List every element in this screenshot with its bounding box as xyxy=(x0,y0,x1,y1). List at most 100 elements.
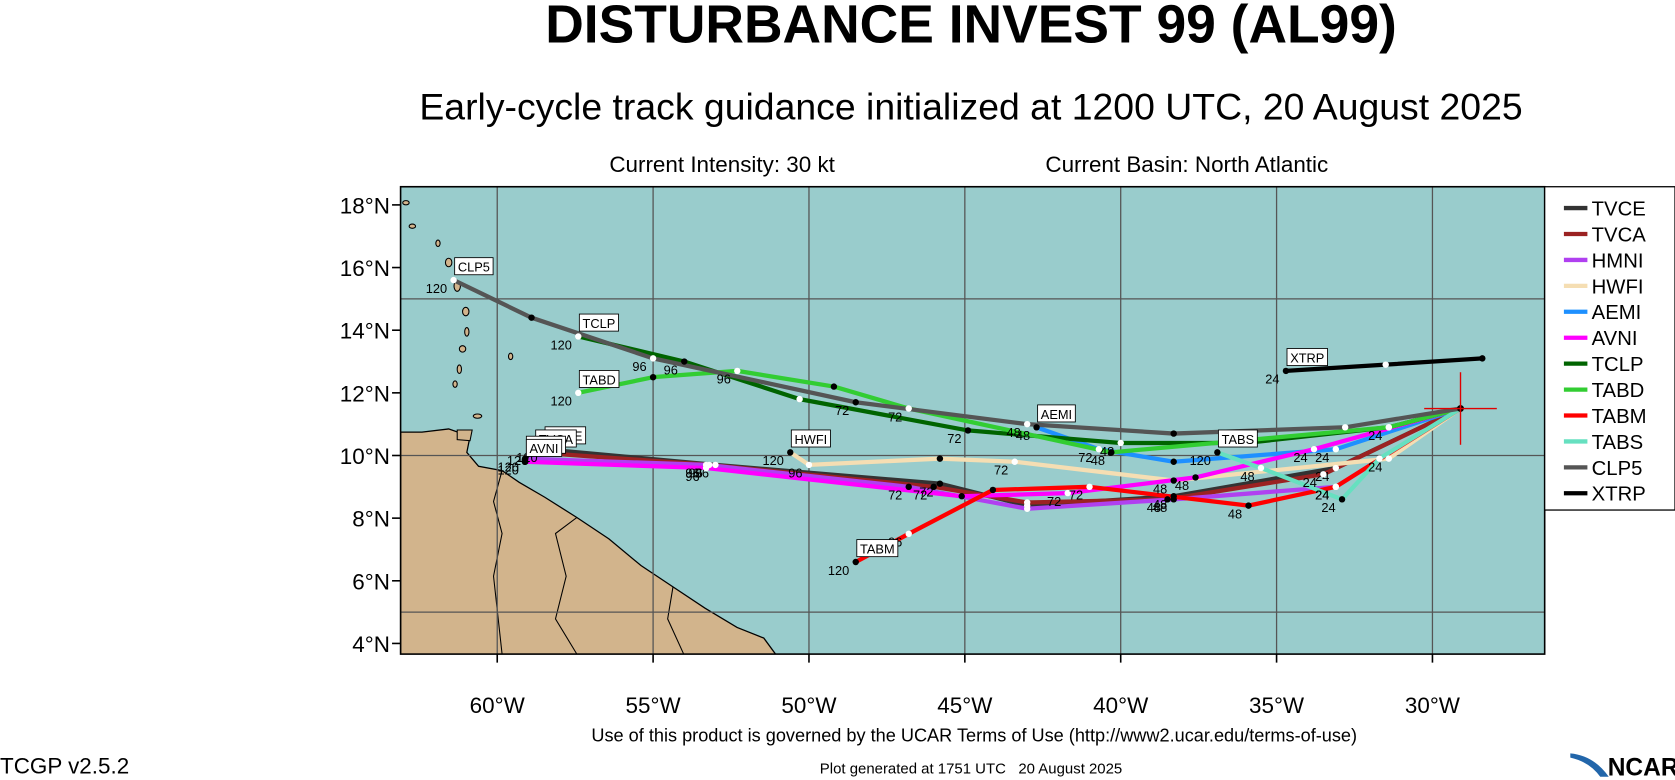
track xyxy=(452,278,1461,436)
x-tick-label: 50°W xyxy=(781,693,837,718)
forecast-hour: 120 xyxy=(551,394,572,409)
track-point xyxy=(1170,430,1177,437)
forecast-hour: 120 xyxy=(551,337,572,352)
forecast-hour: 96 xyxy=(664,362,678,377)
track-point xyxy=(1376,455,1383,462)
track-point xyxy=(1033,424,1040,431)
track-point xyxy=(1332,464,1340,472)
track-point xyxy=(1479,355,1486,362)
forecast-hour: 120 xyxy=(762,453,783,468)
track-point xyxy=(936,480,944,487)
forecast-hour: 96 xyxy=(689,466,703,481)
forecast-hour: 24 xyxy=(1293,450,1307,465)
forecast-hour: 96 xyxy=(717,372,731,387)
track-label: HWFI xyxy=(790,429,831,448)
forecast-hour: 24 xyxy=(1321,500,1335,515)
forecast-hour: 72 xyxy=(1047,494,1061,509)
terms-note: Use of this product is governed by the U… xyxy=(591,726,1357,746)
track-point xyxy=(852,399,859,406)
forecast-hour: 48 xyxy=(1153,481,1167,496)
legend-label: TVCA xyxy=(1592,224,1647,246)
track-point xyxy=(681,358,688,365)
track-label-box xyxy=(578,313,619,332)
forecast-hour: 48 xyxy=(1147,500,1161,515)
legend-label: AVNI xyxy=(1592,328,1638,350)
forecast-hour: 24 xyxy=(1368,428,1382,443)
y-tick-label: 14°N xyxy=(340,319,390,344)
y-tick-label: 4°N xyxy=(352,632,390,657)
track-point xyxy=(575,333,582,340)
track-point xyxy=(649,373,657,381)
x-tick-label: 45°W xyxy=(937,693,993,718)
track-point xyxy=(905,530,912,538)
track-point xyxy=(989,486,997,494)
track-label-box xyxy=(1037,404,1076,423)
track-point xyxy=(958,493,965,500)
track-point xyxy=(796,395,803,403)
tracks: 24487296120TVCE24487296120TVCA2448729612… xyxy=(426,257,1497,578)
track-point xyxy=(1257,464,1265,472)
track-label-box xyxy=(525,438,563,457)
track-label-text: AEMI xyxy=(1041,407,1072,422)
forecast-hour: 48 xyxy=(1175,478,1189,493)
forecast-hour: 72 xyxy=(1069,488,1083,503)
track-point xyxy=(1332,446,1340,453)
track-point xyxy=(1170,496,1177,503)
legend-label: AEMI xyxy=(1592,302,1642,324)
track-label-text: HWFI xyxy=(795,432,828,447)
track-point xyxy=(830,383,838,390)
forecast-hour: 48 xyxy=(1091,453,1105,468)
track-point xyxy=(1011,458,1018,465)
forecast-hour: 72 xyxy=(835,403,849,418)
track-point xyxy=(702,464,710,472)
forecast-hour: 72 xyxy=(1078,450,1092,465)
forecast-hour: 48 xyxy=(1240,469,1254,484)
track-label-box xyxy=(790,429,831,448)
track-point xyxy=(1385,424,1393,431)
track-label: TABS xyxy=(1217,429,1258,448)
track-point xyxy=(1108,449,1115,456)
forecast-hour: 72 xyxy=(888,409,902,424)
forecast-hour: 96 xyxy=(685,469,699,484)
x-tick-label: 40°W xyxy=(1093,693,1149,718)
legend-label: XTRP xyxy=(1592,484,1646,506)
forecast-hour: 24 xyxy=(1303,475,1317,490)
y-tick-label: 10°N xyxy=(340,444,390,469)
track-label: XTRP xyxy=(1286,348,1328,367)
track-point xyxy=(1117,439,1124,447)
track-point xyxy=(450,276,457,284)
version: TCGP v2.5.2 xyxy=(0,754,129,779)
legend-label: TABS xyxy=(1592,432,1643,454)
forecast-hour: 96 xyxy=(685,466,699,481)
track-label: CLP5 xyxy=(454,257,494,276)
forecast-hour: 72 xyxy=(888,488,902,503)
track-label-text: TABM xyxy=(860,541,895,556)
track-label: AVNI xyxy=(525,438,563,457)
track-point xyxy=(905,483,912,491)
track-label: AEMI xyxy=(1037,404,1076,423)
track-point xyxy=(1164,496,1171,503)
forecast-hour: 120 xyxy=(498,463,519,478)
forecast-hour: 48 xyxy=(1007,425,1021,440)
islands xyxy=(402,200,514,419)
track-point xyxy=(936,455,944,462)
track-label-text: TABS xyxy=(1222,432,1255,447)
title: DISTURBANCE INVEST 99 (AL99) xyxy=(545,0,1397,55)
track-label: TCLP xyxy=(578,313,619,332)
forecast-hour: 72 xyxy=(947,431,961,446)
track-point xyxy=(712,461,719,469)
forecast-hour: 48 xyxy=(1016,428,1030,443)
legend-label: TABM xyxy=(1592,406,1647,428)
track-point xyxy=(1023,499,1031,506)
forecast-hour: 72 xyxy=(913,488,927,503)
track-point xyxy=(1023,505,1031,512)
y-tick-label: 6°N xyxy=(352,569,390,594)
track xyxy=(577,368,1462,455)
legend-label: TABD xyxy=(1592,380,1645,402)
forecast-hour: 120 xyxy=(426,281,447,296)
track-point xyxy=(805,461,813,469)
track-label: TABM xyxy=(856,539,899,558)
forecast-hour: 24 xyxy=(1265,372,1279,387)
track-label-text: TABD xyxy=(583,372,616,387)
